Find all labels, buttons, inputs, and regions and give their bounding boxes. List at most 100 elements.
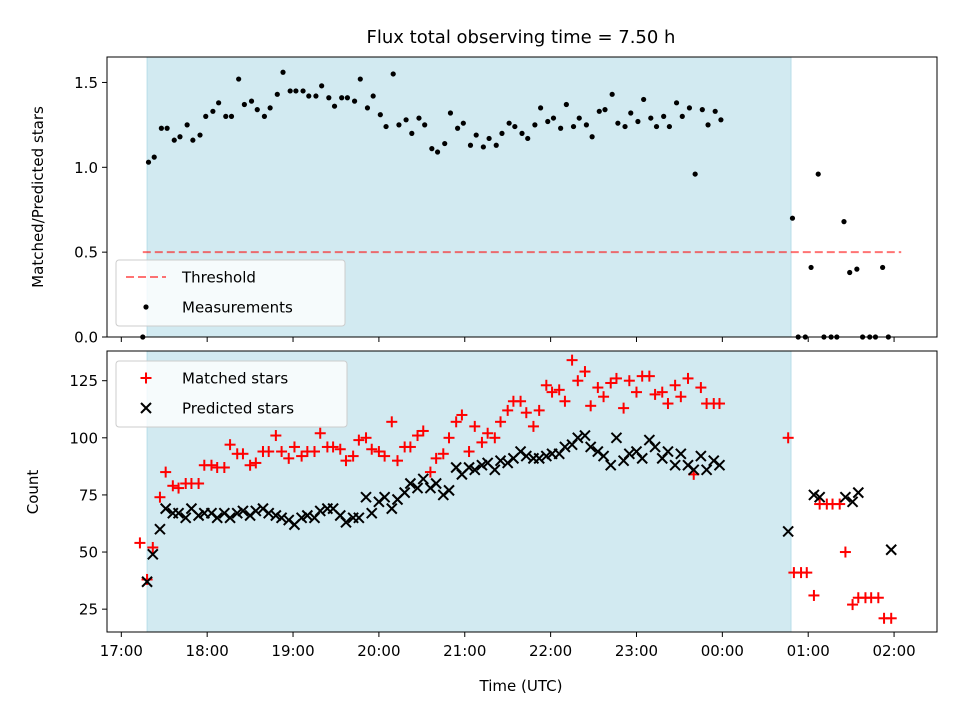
measurement-point xyxy=(854,266,860,272)
predicted-star-point xyxy=(713,459,726,471)
measurement-point xyxy=(228,113,235,119)
top-x-axis xyxy=(120,337,895,342)
y-tick-label: 25 xyxy=(79,601,98,619)
measurement-point xyxy=(409,130,415,136)
x-tick-label: 21:00 xyxy=(443,642,486,660)
measurement-point xyxy=(532,122,538,128)
predicted-star-point xyxy=(669,459,681,471)
predicted-star-point xyxy=(411,482,424,494)
legend-label: Measurements xyxy=(182,299,293,317)
matched-star-point xyxy=(430,452,442,464)
matched-star-point xyxy=(154,491,166,503)
measurement-point xyxy=(648,115,654,121)
legend-predicted-swatch xyxy=(140,402,152,414)
predicted-star-point xyxy=(172,507,185,519)
matched-star-point xyxy=(412,430,424,442)
measurement-point xyxy=(306,93,312,99)
measurement-point xyxy=(357,76,363,82)
measurement-point xyxy=(635,118,641,125)
predicted-star-point xyxy=(417,473,429,485)
predicted-star-point xyxy=(469,464,481,476)
matched-star-point xyxy=(424,466,436,478)
matched-star-point xyxy=(662,398,674,410)
measurement-point xyxy=(718,117,724,123)
matched-star-point xyxy=(392,455,403,467)
predicted-star-point xyxy=(211,512,223,524)
predicted-star-point xyxy=(250,505,262,517)
matched-star-point xyxy=(443,432,455,444)
matched-star-point xyxy=(193,478,205,490)
measurement-point xyxy=(847,269,853,276)
matched-star-point xyxy=(360,432,372,444)
matched-star-point xyxy=(553,384,565,396)
x-axis-label: Time (UTC) xyxy=(479,677,563,695)
predicted-star-point xyxy=(688,464,700,476)
matched-star-point xyxy=(469,420,481,432)
measurement-point xyxy=(473,132,479,138)
predicted-star-point xyxy=(494,454,507,467)
matched-star-point xyxy=(263,446,275,458)
matched-star-point xyxy=(450,416,462,428)
x-tick-label: 20:00 xyxy=(357,642,400,660)
measurement-point xyxy=(171,137,177,143)
legend-box xyxy=(115,259,346,327)
bottom-x-axis: 17:00 18:00 19:00 20:00 21:00 22:00 23:00 00:00… xyxy=(100,632,916,660)
measurement-point xyxy=(519,130,525,136)
predicted-star-point xyxy=(353,512,365,524)
matched-star-point xyxy=(675,391,687,403)
matched-star-point xyxy=(605,377,617,389)
matched-star-point xyxy=(515,395,527,407)
matched-star-point xyxy=(592,382,604,394)
legend-label: Predicted stars xyxy=(182,400,294,418)
measurement-point xyxy=(563,101,569,108)
measurement-point xyxy=(390,71,396,77)
matched-star-point xyxy=(713,398,725,410)
matched-star-point xyxy=(167,480,179,492)
matched-star-point xyxy=(546,386,558,398)
matched-star-point xyxy=(340,455,352,467)
x-tick-label: 17:00 xyxy=(100,642,143,660)
measurement-point xyxy=(339,95,345,101)
measurement-point xyxy=(261,113,268,119)
predicted-star-point xyxy=(885,544,897,556)
measurement-point xyxy=(499,130,505,136)
measurement-point xyxy=(241,101,247,108)
measurement-point xyxy=(699,107,705,113)
measurement-point xyxy=(416,115,422,121)
matched-star-point xyxy=(502,404,514,416)
predicted-star-point xyxy=(649,441,661,453)
x-tick-label: 18:00 xyxy=(186,642,229,660)
measurement-point xyxy=(602,107,608,113)
matched-star-point xyxy=(649,388,661,400)
matched-star-point xyxy=(885,612,897,624)
predicted-star-point xyxy=(597,450,610,462)
measurement-point xyxy=(158,125,164,131)
matched-star-point xyxy=(656,386,668,398)
measurement-point xyxy=(236,76,242,82)
predicted-star-point xyxy=(443,484,455,497)
y-tick-label: 125 xyxy=(69,372,98,390)
measurement-point xyxy=(383,123,389,130)
matched-star-point xyxy=(682,372,694,384)
predicted-star-point xyxy=(301,509,314,522)
measurement-point xyxy=(467,142,474,148)
matched-star-point xyxy=(250,457,262,469)
matched-star-point xyxy=(314,427,326,439)
measurement-point xyxy=(326,95,332,101)
predicted-star-point xyxy=(559,441,571,453)
matched-star-point xyxy=(643,370,655,382)
matched-star-point xyxy=(379,450,391,462)
x-tick-label: 02:00 xyxy=(872,642,915,660)
bottom-legend: Matched stars Predicted stars xyxy=(115,360,348,428)
measurement-point xyxy=(177,134,183,140)
measurement-point xyxy=(274,91,280,97)
x-tick-label: 01:00 xyxy=(787,642,830,660)
matched-star-point xyxy=(585,400,597,412)
y-tick-label: 0.0 xyxy=(74,329,98,347)
matched-star-point xyxy=(834,498,846,510)
matched-star-point xyxy=(801,567,813,579)
matched-star-point xyxy=(309,446,320,458)
measurement-point xyxy=(151,154,157,160)
matched-star-point xyxy=(437,448,449,460)
